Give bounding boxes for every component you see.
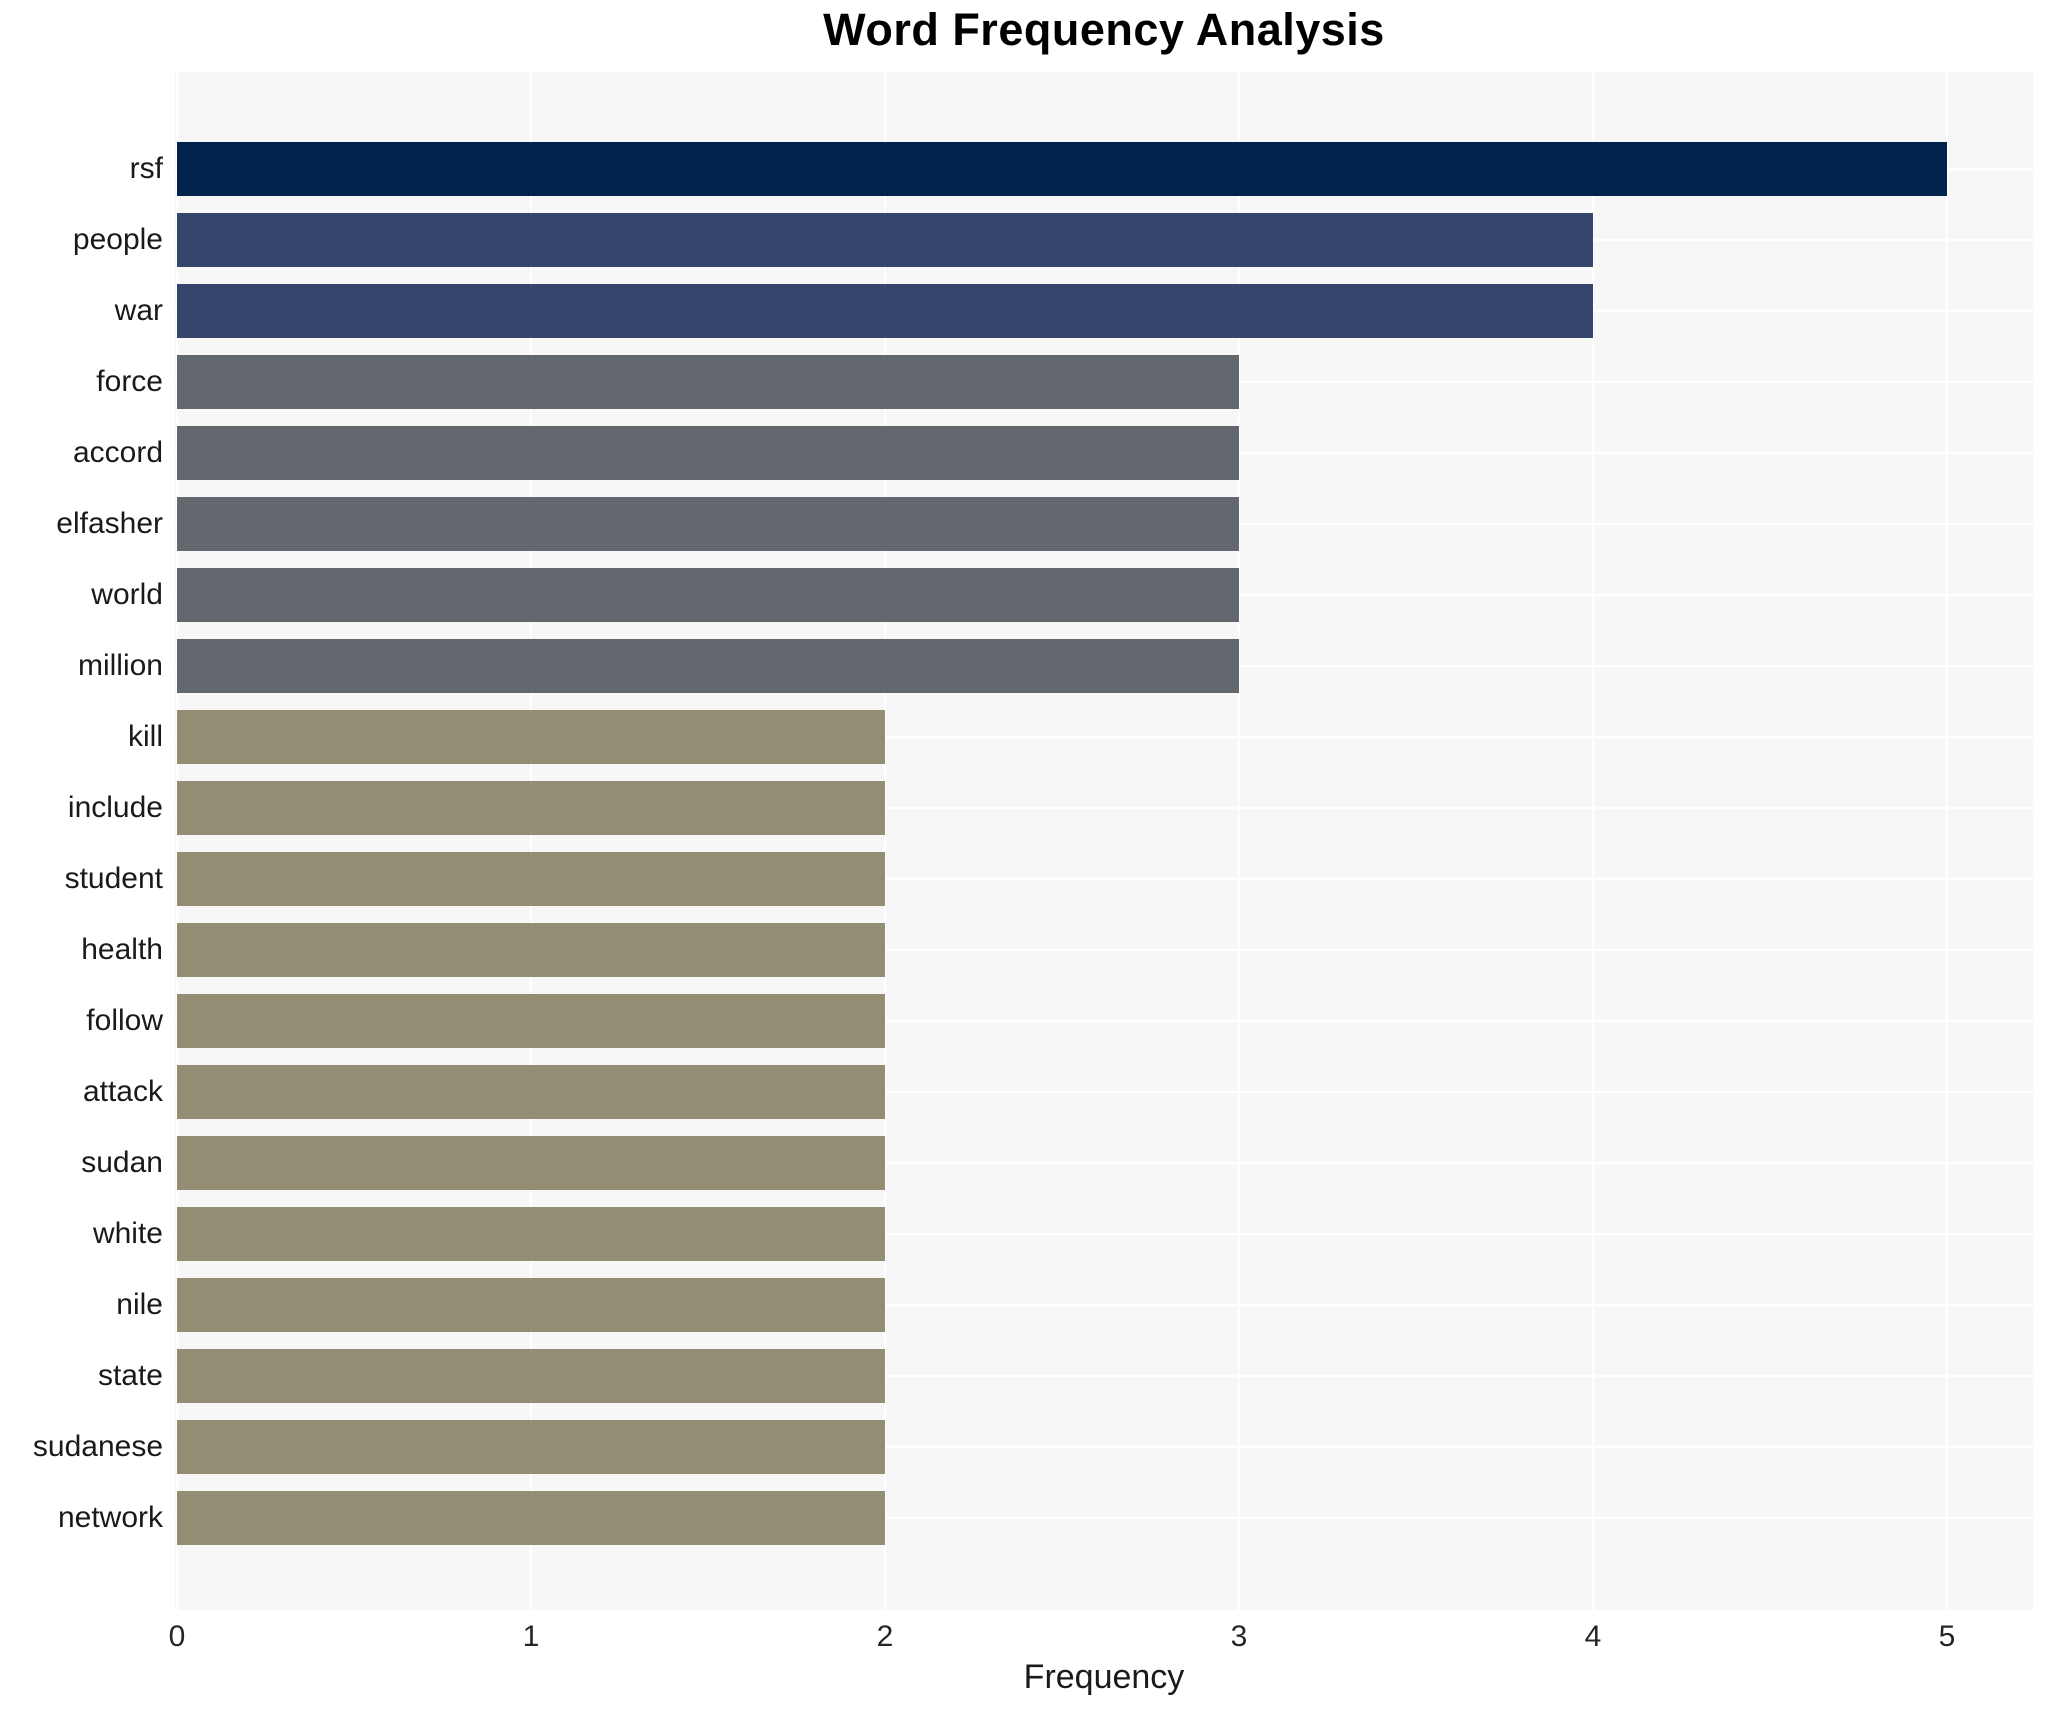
gridline-y xyxy=(175,1446,2033,1448)
y-tick-label-million: million xyxy=(77,649,163,682)
bar-white xyxy=(177,1207,885,1261)
bar-people xyxy=(177,213,1593,267)
x-tick-label: 2 xyxy=(876,1620,894,1653)
bar-world xyxy=(177,568,1239,622)
x-tick-label: 0 xyxy=(168,1620,186,1653)
chart-title: Word Frequency Analysis xyxy=(823,4,1385,55)
y-tick-label-world: world xyxy=(91,578,163,611)
gridline-y xyxy=(175,1375,2033,1377)
x-tick-label: 4 xyxy=(1584,1620,1602,1653)
bar-health xyxy=(177,923,885,977)
gridline-x-2 xyxy=(884,72,886,1610)
bar-student xyxy=(177,852,885,906)
gridline-y xyxy=(175,1091,2033,1093)
bar-elfasher xyxy=(177,497,1239,551)
bar-include xyxy=(177,781,885,835)
bar-follow xyxy=(177,994,885,1048)
y-tick-label-include: include xyxy=(67,791,163,824)
y-tick-label-sudanese: sudanese xyxy=(32,1430,163,1463)
bar-war xyxy=(177,284,1593,338)
x-tick-label: 5 xyxy=(1938,1620,1956,1653)
gridline-y xyxy=(175,1020,2033,1022)
y-tick-label-network: network xyxy=(57,1501,163,1534)
gridline-y xyxy=(175,949,2033,951)
x-tick-label: 3 xyxy=(1230,1620,1248,1653)
gridline-x-3 xyxy=(1238,72,1240,1610)
bar-state xyxy=(177,1349,885,1403)
gridline-y xyxy=(175,736,2033,738)
gridline-x-5 xyxy=(1946,72,1948,1610)
gridline-y xyxy=(175,1517,2033,1519)
gridline-x-0 xyxy=(176,72,178,1610)
gridline-y xyxy=(175,807,2033,809)
x-axis-label: Frequency xyxy=(1023,1658,1185,1696)
y-tick-label-follow: follow xyxy=(86,1004,163,1037)
gridline-y xyxy=(175,1304,2033,1306)
bar-sudan xyxy=(177,1136,885,1190)
bar-million xyxy=(177,639,1239,693)
bar-kill xyxy=(177,710,885,764)
gridline-y xyxy=(175,1162,2033,1164)
gridline-x-1 xyxy=(530,72,532,1610)
gridline-x-4 xyxy=(1592,72,1594,1610)
y-tick-label-state: state xyxy=(97,1359,163,1392)
y-tick-label-student: student xyxy=(64,862,163,895)
bar-force xyxy=(177,355,1239,409)
y-tick-label-white: white xyxy=(92,1217,163,1250)
bar-rsf xyxy=(177,142,1947,196)
bar-nile xyxy=(177,1278,885,1332)
plot-area xyxy=(175,72,2033,1610)
y-tick-label-kill: kill xyxy=(128,720,163,753)
y-tick-label-war: war xyxy=(114,294,163,327)
y-tick-label-rsf: rsf xyxy=(129,152,163,185)
gridline-y xyxy=(175,1233,2033,1235)
y-tick-label-people: people xyxy=(72,223,163,256)
y-tick-label-force: force xyxy=(96,365,163,398)
y-tick-label-accord: accord xyxy=(72,436,163,469)
y-tick-label-nile: nile xyxy=(116,1288,163,1321)
y-tick-label-attack: attack xyxy=(82,1075,163,1108)
y-tick-label-health: health xyxy=(81,933,163,966)
bar-sudanese xyxy=(177,1420,885,1474)
gridline-y xyxy=(175,878,2033,880)
bar-accord xyxy=(177,426,1239,480)
bar-attack xyxy=(177,1065,885,1119)
x-tick-label: 1 xyxy=(522,1620,540,1653)
y-tick-label-sudan: sudan xyxy=(81,1146,163,1179)
bar-network xyxy=(177,1491,885,1545)
y-tick-label-elfasher: elfasher xyxy=(56,507,163,540)
